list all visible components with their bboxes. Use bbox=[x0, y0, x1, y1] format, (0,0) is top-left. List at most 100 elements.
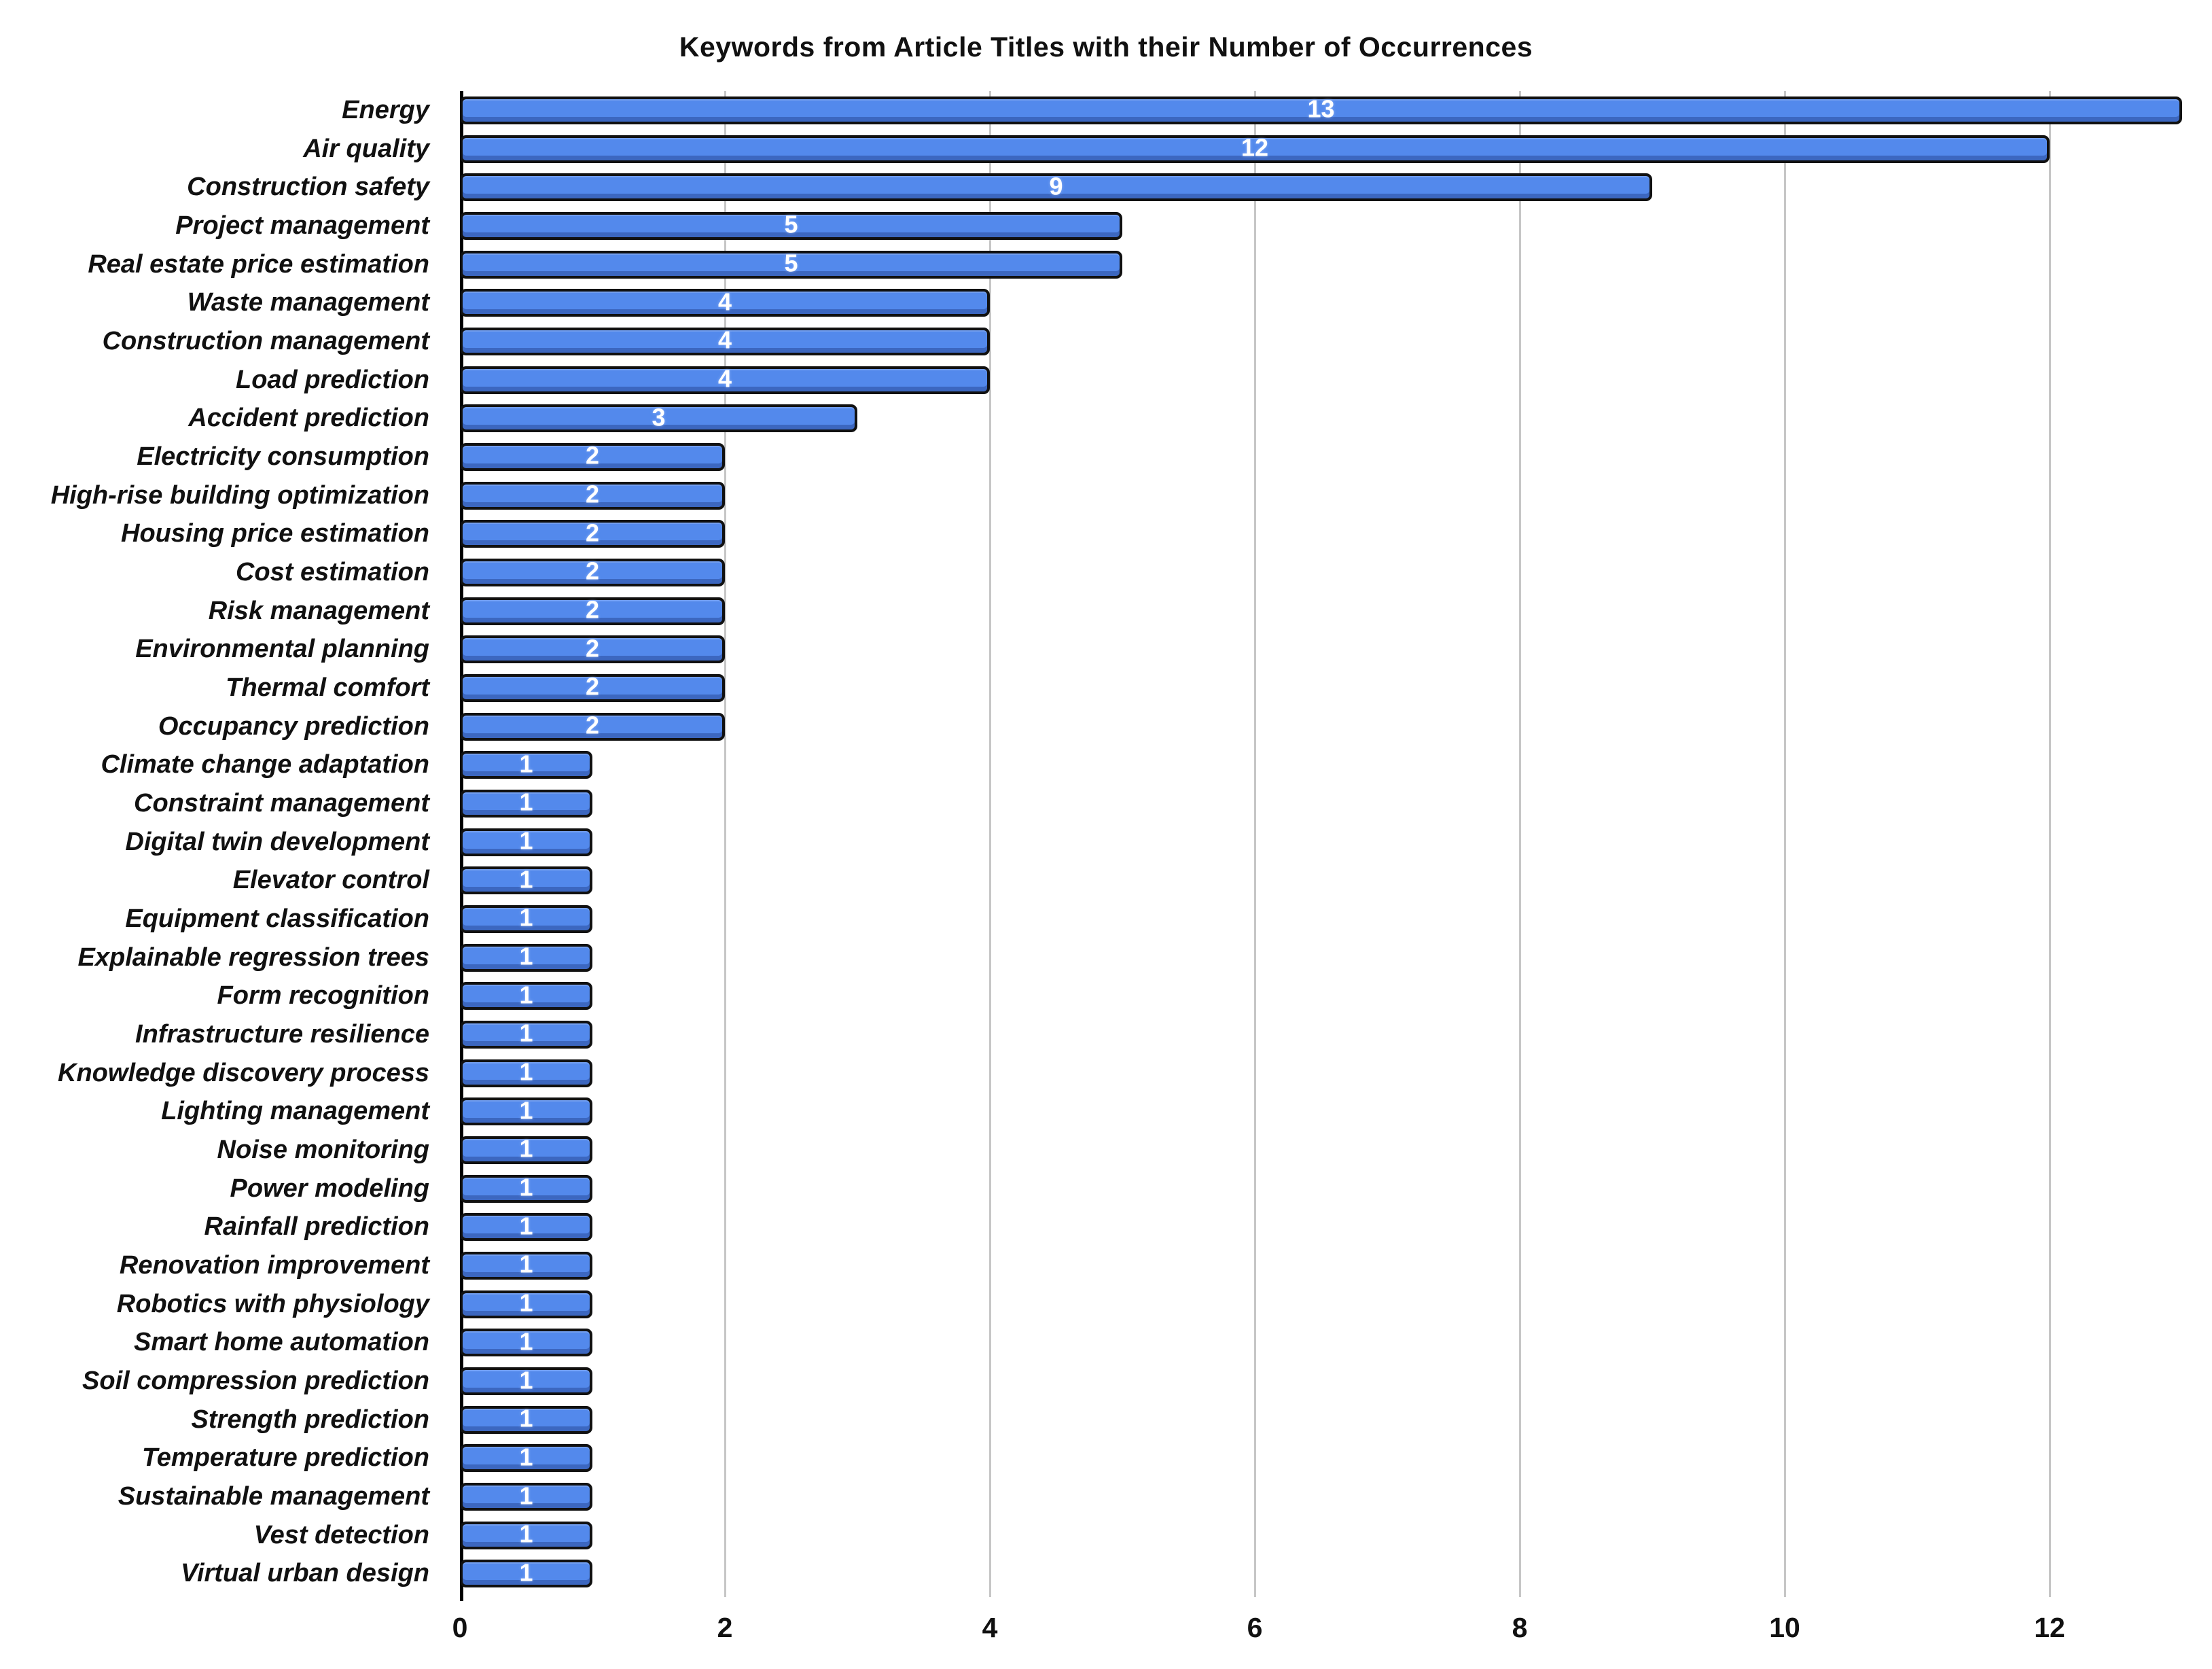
category-label: Form recognition bbox=[217, 981, 429, 1011]
category-label: Constraint management bbox=[134, 788, 429, 818]
x-tick-label: 2 bbox=[717, 1612, 733, 1643]
bar: 2 bbox=[460, 595, 725, 625]
bar: 5 bbox=[460, 211, 1122, 240]
bar-row: Load prediction 4 bbox=[0, 361, 2212, 400]
x-tick-label: 0 bbox=[452, 1612, 468, 1643]
bar-row: Robotics with physiology 1 bbox=[0, 1285, 2212, 1324]
bar: 1 bbox=[460, 1559, 592, 1588]
bar-value-label: 12 bbox=[1241, 133, 1269, 162]
category-label: Accident prediction bbox=[188, 404, 429, 433]
bar: 9 bbox=[460, 172, 1652, 202]
bar-track: 1 bbox=[460, 1555, 2212, 1594]
bar-track: 2 bbox=[460, 707, 2212, 746]
bar-value-label: 1 bbox=[519, 1250, 533, 1279]
category-label: Smart home automation bbox=[134, 1328, 429, 1357]
gridline bbox=[724, 91, 726, 1597]
bar: 1 bbox=[460, 1481, 592, 1511]
bar: 1 bbox=[460, 1520, 592, 1549]
bar-row: Noise monitoring 1 bbox=[0, 1131, 2212, 1170]
category-label: Lighting management bbox=[161, 1097, 429, 1126]
bar-row: Construction management 4 bbox=[0, 322, 2212, 361]
bar-value-label: 1 bbox=[519, 981, 533, 1009]
bar-value-label: 4 bbox=[717, 364, 732, 393]
category-label: Digital twin development bbox=[125, 827, 429, 856]
bar-value-label: 13 bbox=[1307, 95, 1335, 124]
gridline bbox=[1784, 91, 1786, 1597]
category-label: Renovation improvement bbox=[119, 1250, 429, 1280]
bar-track: 2 bbox=[460, 514, 2212, 553]
bar: 1 bbox=[460, 1174, 592, 1203]
bar-track: 2 bbox=[460, 630, 2212, 669]
gridline bbox=[989, 91, 991, 1597]
category-label: Construction safety bbox=[187, 173, 429, 202]
gridline bbox=[2049, 91, 2051, 1597]
bar-row: Environmental planning 2 bbox=[0, 630, 2212, 669]
bar-row: Thermal comfort 2 bbox=[0, 669, 2212, 707]
bar: 1 bbox=[460, 904, 592, 933]
bar-rows: Energy 13 Air quality 12 Construction safety… bbox=[0, 91, 2212, 1593]
bar-row: Accident prediction 3 bbox=[0, 399, 2212, 438]
category-label: Energy bbox=[342, 95, 429, 124]
bar: 1 bbox=[460, 1019, 592, 1049]
category-label: Strength prediction bbox=[191, 1405, 429, 1434]
bar: 2 bbox=[460, 442, 725, 471]
bar: 2 bbox=[460, 711, 725, 741]
bar: 1 bbox=[460, 1250, 592, 1280]
category-label: Housing price estimation bbox=[121, 519, 429, 548]
bar-row: Energy 13 bbox=[0, 91, 2212, 130]
bar: 1 bbox=[460, 1135, 592, 1164]
category-label: Soil compression prediction bbox=[82, 1367, 429, 1395]
bar: 1 bbox=[460, 866, 592, 895]
bar-track: 1 bbox=[460, 1516, 2212, 1555]
bar-track: 12 bbox=[460, 130, 2212, 169]
category-label: Knowledge discovery process bbox=[58, 1058, 429, 1087]
bar-value-label: 1 bbox=[519, 1366, 533, 1394]
bar-track: 1 bbox=[460, 1324, 2212, 1363]
bar-value-label: 1 bbox=[519, 942, 533, 970]
bar-row: Knowledge discovery process 1 bbox=[0, 1054, 2212, 1093]
category-label: Environmental planning bbox=[135, 635, 429, 664]
category-label: Air quality bbox=[303, 134, 429, 163]
bar-track: 1 bbox=[460, 1208, 2212, 1246]
category-label: Cost estimation bbox=[235, 557, 429, 586]
bar-row: Virtual urban design 1 bbox=[0, 1555, 2212, 1594]
bar-value-label: 4 bbox=[717, 326, 732, 355]
bar-value-label: 1 bbox=[519, 1443, 533, 1471]
bar-row: Explainable regression trees 1 bbox=[0, 938, 2212, 977]
category-label: Vest detection bbox=[253, 1520, 429, 1549]
bar-track: 1 bbox=[460, 1246, 2212, 1285]
bar-value-label: 1 bbox=[519, 904, 533, 932]
bar-row: Strength prediction 1 bbox=[0, 1401, 2212, 1439]
bar-row: Real estate price estimation 5 bbox=[0, 245, 2212, 284]
bar-track: 1 bbox=[460, 1362, 2212, 1401]
category-label: Equipment classification bbox=[125, 904, 429, 933]
bar-value-label: 1 bbox=[519, 826, 533, 855]
bar-value-label: 3 bbox=[652, 403, 666, 432]
bar: 1 bbox=[460, 981, 592, 1011]
bar-value-label: 1 bbox=[519, 1404, 533, 1433]
category-label: Power modeling bbox=[230, 1174, 429, 1203]
category-label: Temperature prediction bbox=[141, 1443, 429, 1473]
bar: 2 bbox=[460, 519, 725, 548]
bar-track: 2 bbox=[460, 669, 2212, 707]
bar: 1 bbox=[460, 788, 592, 818]
bar-row: Temperature prediction 1 bbox=[0, 1439, 2212, 1478]
bar-track: 4 bbox=[460, 322, 2212, 361]
bar-row: Electricity consumption 2 bbox=[0, 438, 2212, 476]
category-label: Project management bbox=[175, 211, 429, 240]
bar-row: Equipment classification 1 bbox=[0, 900, 2212, 938]
category-label: Sustainable management bbox=[118, 1482, 429, 1511]
bar-value-label: 2 bbox=[585, 595, 600, 624]
bar-row: Lighting management 1 bbox=[0, 1092, 2212, 1131]
gridline bbox=[1254, 91, 1256, 1597]
bar-value-label: 1 bbox=[519, 1057, 533, 1086]
bar-track: 4 bbox=[460, 283, 2212, 322]
category-label: Waste management bbox=[187, 288, 429, 317]
x-axis: 0 2 4 6 8 10 12 bbox=[0, 1612, 2212, 1653]
bar-value-label: 1 bbox=[519, 788, 533, 817]
bar: 2 bbox=[460, 480, 725, 510]
category-label: Real estate price estimation bbox=[88, 249, 429, 279]
bar-track: 1 bbox=[460, 784, 2212, 823]
x-tick-label: 6 bbox=[1247, 1612, 1263, 1643]
bar-row: Elevator control 1 bbox=[0, 861, 2212, 900]
